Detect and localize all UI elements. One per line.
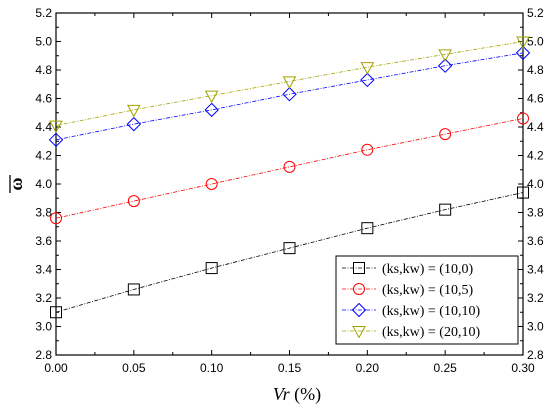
x-tick-label: 0.05 <box>122 361 146 375</box>
legend-label: (ks,kw) = (10,5) <box>382 283 473 298</box>
data-point <box>50 212 62 225</box>
x-tick-label: 0.10 <box>200 361 224 375</box>
x-tick-label: 0.00 <box>44 361 68 375</box>
data-point <box>517 186 529 199</box>
data-point <box>282 87 297 102</box>
y-tick-label: 3.8 <box>35 206 52 220</box>
y-tick-label-right: 2.8 <box>527 348 544 362</box>
y-tick-label: 2.8 <box>35 348 52 362</box>
data-point <box>361 143 374 156</box>
data-point <box>50 306 62 319</box>
data-point <box>516 36 530 50</box>
data-point <box>360 72 375 88</box>
data-point <box>437 58 453 73</box>
data-point <box>127 195 140 208</box>
y-tick-label-right: 3.4 <box>527 263 544 277</box>
x-axis-title-unit: (%) <box>290 384 321 405</box>
series-0 <box>50 186 529 319</box>
data-point <box>283 160 296 173</box>
data-point <box>282 76 297 89</box>
series-1 <box>50 112 529 225</box>
legend-marker-3 <box>352 326 366 339</box>
data-point <box>515 45 531 61</box>
data-point <box>204 102 219 118</box>
y-tick-label-right: 5.2 <box>527 6 544 20</box>
series-layer <box>48 36 531 319</box>
x-axis-title-var: Vr <box>273 384 291 404</box>
x-tick-label: 0.20 <box>356 361 380 375</box>
y-tick-label-right: 3.2 <box>527 291 544 305</box>
y-tick-label: 3.0 <box>35 320 52 334</box>
y-tick-label: 4.0 <box>35 177 52 191</box>
y-tick-label-right: 3.6 <box>527 234 544 248</box>
data-point <box>517 112 529 125</box>
x-axis-title: Vr (%) <box>273 384 321 405</box>
x-tick-label: 0.30 <box>511 361 535 375</box>
y-tick-label: 4.4 <box>35 120 52 134</box>
series-line-3 <box>55 41 524 126</box>
y-tick-label: 3.6 <box>35 234 52 248</box>
data-point <box>49 120 63 134</box>
data-point <box>439 128 452 141</box>
data-point <box>48 132 64 148</box>
legend-marker-0 <box>353 262 365 274</box>
legend-box <box>335 255 519 345</box>
y-tick-label-right: 3.8 <box>527 206 544 220</box>
data-point <box>126 104 141 118</box>
legend-label: (ks,kw) = (10,10) <box>382 304 480 319</box>
data-point <box>283 242 296 255</box>
legend: (ks,kw) = (10,0) (ks,kw) = (10,5) (ks,kw) … <box>335 255 519 345</box>
y-tick-label-right: 4.8 <box>527 63 544 77</box>
data-point <box>205 262 218 275</box>
series-line-2 <box>55 52 524 141</box>
y-tick-label: 4.6 <box>35 92 52 106</box>
y-tick-label-right: 5.0 <box>527 35 544 49</box>
y-tick-label: 3.2 <box>35 291 52 305</box>
series-3 <box>49 36 530 134</box>
data-point <box>361 222 374 235</box>
y-tick-label-right: 4.2 <box>527 149 544 163</box>
data-point <box>126 116 142 132</box>
y-tick-label-right: 4.6 <box>527 92 544 106</box>
data-point <box>127 283 140 296</box>
y-tick-label: 4.2 <box>35 149 52 163</box>
series-2 <box>48 45 531 148</box>
y-tick-label: 4.8 <box>35 63 52 77</box>
y-tick-label: 3.4 <box>35 263 52 277</box>
y-tick-label-right: 4.4 <box>527 120 544 134</box>
data-point <box>204 90 219 104</box>
series-line-0 <box>55 192 524 313</box>
series-line-1 <box>55 118 524 219</box>
y-tick-label: 5.0 <box>35 35 52 49</box>
plot-area: 0.00 0.05 0.10 0.15 0.20 0.25 0.302.8 2.83.0 3.0… <box>35 6 544 375</box>
x-tick-label: 0.25 <box>433 361 457 375</box>
legend-label: (ks,kw) = (10,0) <box>382 262 473 277</box>
data-point <box>439 203 452 216</box>
y-axis-title-group: ω <box>6 175 26 193</box>
y-tick-label-right: 4.0 <box>527 177 544 191</box>
legend-marker-1 <box>353 283 365 295</box>
data-point <box>360 62 375 75</box>
legend-marker-2 <box>351 302 367 318</box>
data-point <box>438 49 453 62</box>
data-point <box>205 178 218 190</box>
y-tick-label-right: 3.0 <box>527 320 544 334</box>
y-tick-label: 5.2 <box>35 6 52 20</box>
x-tick-label: 0.15 <box>278 361 302 375</box>
y-axis-title: ω <box>6 177 26 190</box>
legend-label: (ks,kw) = (20,10) <box>382 325 480 340</box>
